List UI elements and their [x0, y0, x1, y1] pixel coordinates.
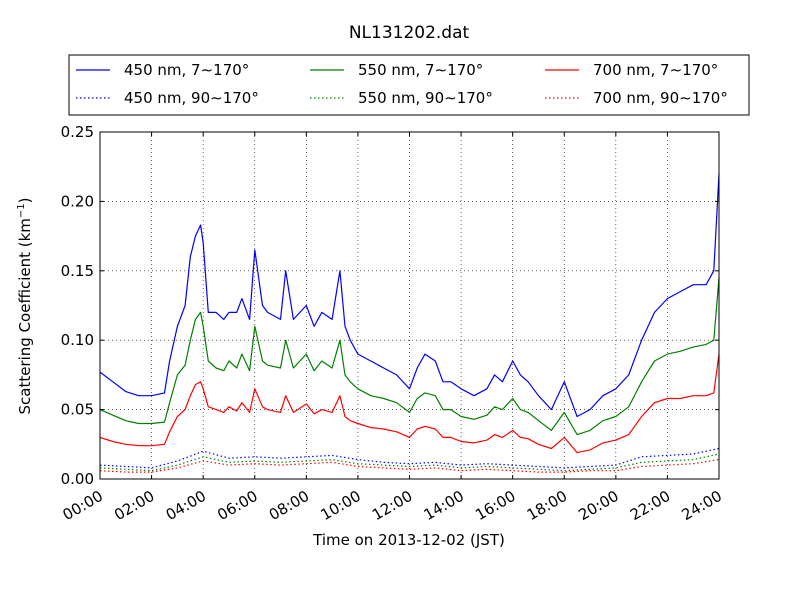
- y-tick-label: 0.10: [61, 331, 94, 349]
- legend-label: 450 nm, 90∼170°: [124, 89, 259, 107]
- series-line: [99, 447, 720, 469]
- y-tick-label: 0.15: [61, 262, 94, 280]
- legend-label: 550 nm, 90∼170°: [358, 89, 493, 107]
- chart-title: NL131202.dat: [349, 23, 470, 43]
- legend-label: 550 nm, 7∼170°: [358, 61, 483, 79]
- legend-box: [68, 54, 750, 116]
- series-lines: [99, 173, 720, 473]
- y-tick-label: 0.05: [61, 401, 94, 419]
- x-axis-label: Time on 2013-12-02 (JST): [312, 531, 505, 549]
- y-axis-label-main: Scattering Coefficient (km: [16, 218, 34, 414]
- y-tick-label: 0.20: [61, 192, 94, 210]
- y-axis-label-exponent: −1: [16, 203, 27, 218]
- legend-label: 700 nm, 90∼170°: [593, 89, 728, 107]
- series-line: [99, 354, 720, 454]
- y-tick-label: 0.00: [61, 470, 94, 488]
- legend: 450 nm, 7∼170° 450 nm, 90∼170° 550 nm, 7∼1…: [68, 54, 750, 116]
- series-line: [99, 277, 720, 436]
- series-line: [99, 459, 720, 473]
- series-line: [99, 453, 720, 472]
- legend-label: 450 nm, 7∼170°: [124, 61, 249, 79]
- y-tick-label: 0.25: [61, 123, 94, 141]
- y-axis-label-close: ): [16, 197, 34, 203]
- legend-label: 700 nm, 7∼170°: [593, 61, 718, 79]
- y-axis-label: Scattering Coefficient (km−1): [16, 197, 34, 414]
- series-line: [99, 173, 720, 418]
